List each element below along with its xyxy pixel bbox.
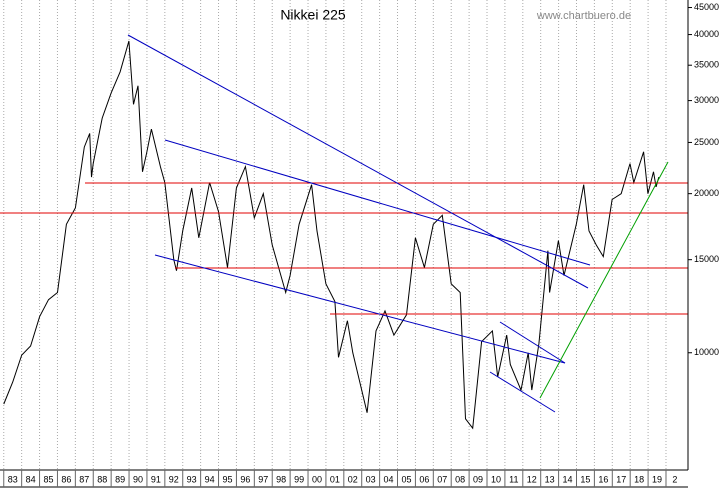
x-tick-label: 19 xyxy=(652,474,662,484)
x-tick-label: 03 xyxy=(366,474,376,484)
trend-line xyxy=(539,161,669,399)
y-tick-label: 40000 xyxy=(694,29,719,39)
x-tick-label: 07 xyxy=(437,474,447,484)
x-tick-label: 10 xyxy=(491,474,501,484)
x-tick-label: 93 xyxy=(187,474,197,484)
x-tick-label: 92 xyxy=(169,474,179,484)
x-tick-label: 97 xyxy=(258,474,268,484)
x-tick-label: 09 xyxy=(473,474,483,484)
x-tick-label: 18 xyxy=(634,474,644,484)
y-tick-label: 15000 xyxy=(694,254,719,264)
x-tick-label: 87 xyxy=(79,474,89,484)
trend-line xyxy=(489,371,556,413)
x-tick-label: 05 xyxy=(401,474,411,484)
x-tick-label: 01 xyxy=(330,474,340,484)
x-tick-label: 99 xyxy=(294,474,304,484)
trend-line xyxy=(127,34,589,289)
x-tick-label: 96 xyxy=(240,474,250,484)
trend-line xyxy=(164,139,591,266)
x-tick-label: 86 xyxy=(61,474,71,484)
trend-line xyxy=(499,321,566,364)
x-tick-label: 95 xyxy=(222,474,232,484)
y-tick-label: 30000 xyxy=(694,95,719,105)
x-tick-label: 91 xyxy=(151,474,161,484)
x-tick-label: 90 xyxy=(133,474,143,484)
x-tick-label: 89 xyxy=(115,474,125,484)
x-tick-label: 02 xyxy=(348,474,358,484)
x-tick-label: 13 xyxy=(545,474,555,484)
x-tick-label: 06 xyxy=(419,474,429,484)
y-tick-label: 10000 xyxy=(694,347,719,357)
trend-line xyxy=(154,254,566,364)
x-tick-label: 17 xyxy=(616,474,626,484)
x-tick-label: 2 xyxy=(672,474,677,484)
x-tick-label: 16 xyxy=(598,474,608,484)
x-tick-label: 94 xyxy=(205,474,215,484)
x-tick-label: 88 xyxy=(97,474,107,484)
y-tick-label: 45000 xyxy=(694,2,719,12)
x-tick-label: 98 xyxy=(276,474,286,484)
x-tick-label: 11 xyxy=(509,474,518,484)
x-tick-label: 15 xyxy=(580,474,590,484)
x-tick-label: 84 xyxy=(26,474,36,484)
watermark: www.chartbuero.de xyxy=(536,10,631,22)
x-tick-label: 85 xyxy=(43,474,53,484)
y-tick-label: 35000 xyxy=(694,60,719,70)
trend-lines xyxy=(0,34,688,413)
x-tick-label: 08 xyxy=(455,474,465,484)
x-tick-label: 04 xyxy=(384,474,394,484)
plot xyxy=(3,40,660,430)
x-tick-label: 83 xyxy=(8,474,18,484)
x-tick-label: 14 xyxy=(563,474,573,484)
y-tick-label: 20000 xyxy=(694,188,719,198)
y-tick-label: 25000 xyxy=(694,137,719,147)
x-tick-label: 12 xyxy=(527,474,537,484)
x-tick-label: 00 xyxy=(312,474,322,484)
grid xyxy=(3,0,667,470)
chart-title: Nikkei 225 xyxy=(280,7,346,23)
price-line xyxy=(3,40,660,430)
